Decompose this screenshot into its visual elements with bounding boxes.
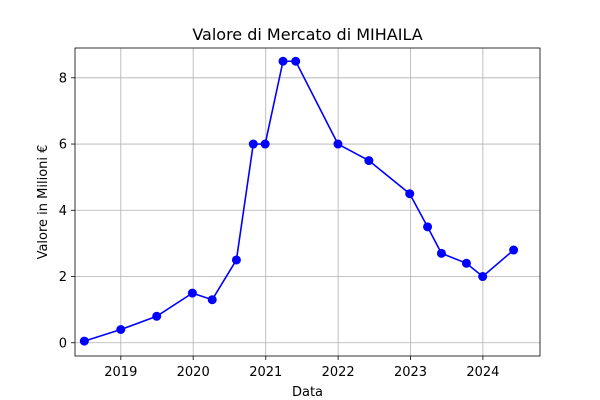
data-point xyxy=(436,248,446,258)
data-point xyxy=(187,288,197,298)
y-tick-label: 4 xyxy=(59,204,67,219)
x-tick-label: 2021 xyxy=(249,365,282,380)
data-point xyxy=(291,56,301,66)
data-point xyxy=(79,336,89,346)
x-tick-label: 2024 xyxy=(466,365,499,380)
y-tick-label: 6 xyxy=(59,138,67,153)
data-point xyxy=(364,156,374,166)
data-point xyxy=(423,222,433,232)
data-point xyxy=(260,139,270,149)
data-point xyxy=(333,139,343,149)
y-axis-label: Valore in Milioni € xyxy=(36,145,51,260)
y-tick-label: 0 xyxy=(59,336,67,351)
y-tick-label: 2 xyxy=(59,270,67,285)
data-point xyxy=(152,311,162,321)
ticks-layer: 2019 2020 2021 2022 2023 2024 0 2 4 6 8 xyxy=(59,71,500,380)
x-tick-label: 2019 xyxy=(104,365,137,380)
data-point xyxy=(207,295,217,305)
data-point xyxy=(248,139,258,149)
x-tick-label: 2023 xyxy=(394,365,427,380)
x-tick-label: 2022 xyxy=(322,365,355,380)
x-axis-label: Data xyxy=(292,385,323,400)
data-point xyxy=(278,56,288,66)
data-point xyxy=(478,272,488,282)
data-point xyxy=(509,245,519,255)
data-point xyxy=(231,255,241,265)
data-point xyxy=(116,325,126,335)
grid-layer xyxy=(75,48,540,356)
chart-title: Valore di Mercato di MIHAILA xyxy=(192,25,422,44)
y-tick-label: 8 xyxy=(59,71,67,86)
data-point xyxy=(461,258,471,268)
data-point xyxy=(405,189,415,199)
plot-frame xyxy=(74,47,541,357)
series-layer xyxy=(79,56,519,346)
series-line xyxy=(84,60,515,342)
x-tick-label: 2020 xyxy=(177,365,210,380)
